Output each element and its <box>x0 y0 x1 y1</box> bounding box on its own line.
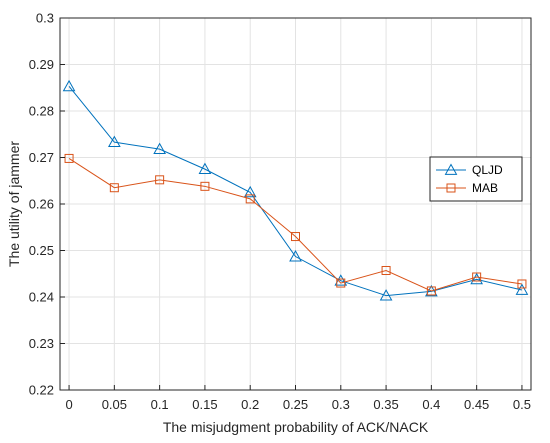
data-point <box>62 79 76 92</box>
y-axis-title: The utility of jammer <box>6 141 22 267</box>
x-tick-label: 0 <box>65 397 72 412</box>
y-ticks: 0.22 0.23 0.24 0.25 0.26 0.27 0.28 0.29 0.3 <box>29 11 65 398</box>
data-point <box>426 286 436 296</box>
data-point <box>379 289 393 301</box>
data-point <box>381 265 391 275</box>
legend-label: MAB <box>472 181 498 195</box>
data-point <box>517 279 527 289</box>
data-point <box>200 181 210 191</box>
x-tick-label: 0.25 <box>283 397 308 412</box>
legend-item-qljd: QLJD <box>436 163 503 177</box>
series-mab <box>64 153 527 296</box>
x-tick-label: 0.5 <box>513 397 531 412</box>
data-point <box>291 232 300 242</box>
data-point <box>515 283 529 295</box>
y-tick-label: 0.23 <box>29 336 54 351</box>
data-point <box>425 284 438 297</box>
data-point <box>153 142 166 155</box>
x-tick-label: 0.1 <box>151 397 169 412</box>
y-tick-label: 0.24 <box>29 290 54 305</box>
y-tick-label: 0.26 <box>29 197 54 212</box>
x-tick-label: 0.45 <box>464 397 489 412</box>
x-tick-label: 0.2 <box>241 397 259 412</box>
x-tick-label: 0.35 <box>373 397 398 412</box>
series-layer <box>62 79 529 301</box>
x-ticks: 0 0.05 0.1 0.15 0.2 0.25 0.3 0.35 0.4 0.45 0.5 <box>65 385 531 412</box>
data-point <box>198 162 212 175</box>
data-point <box>64 153 74 163</box>
legend: QLJD MAB <box>429 156 523 202</box>
y-tick-label: 0.27 <box>29 150 54 165</box>
y-tick-label: 0.22 <box>29 383 54 398</box>
x-tick-label: 0.05 <box>102 397 127 412</box>
data-point <box>289 250 302 262</box>
legend-label: QLJD <box>472 163 503 177</box>
data-point <box>243 185 257 198</box>
x-tick-label: 0.4 <box>422 397 440 412</box>
data-point <box>336 278 346 288</box>
y-tick-label: 0.3 <box>36 11 54 26</box>
x-tick-label: 0.15 <box>192 397 217 412</box>
y-tick-label: 0.25 <box>29 243 54 258</box>
y-tick-label: 0.28 <box>29 104 54 119</box>
data-point <box>472 272 482 282</box>
data-point <box>245 194 255 204</box>
series-line <box>68 158 523 292</box>
x-axis-title: The misjudgment probability of ACK/NACK <box>163 419 429 435</box>
data-point <box>109 183 119 193</box>
legend-marker <box>446 183 456 193</box>
x-tick-label: 0.3 <box>332 397 350 412</box>
y-tick-label: 0.29 <box>29 57 54 72</box>
legend-item-mab: MAB <box>436 181 498 195</box>
series-line <box>68 86 523 297</box>
legend-marker <box>444 163 458 175</box>
legend-box <box>429 156 523 202</box>
data-point <box>155 175 165 185</box>
data-point <box>107 135 121 148</box>
data-point <box>470 272 484 285</box>
